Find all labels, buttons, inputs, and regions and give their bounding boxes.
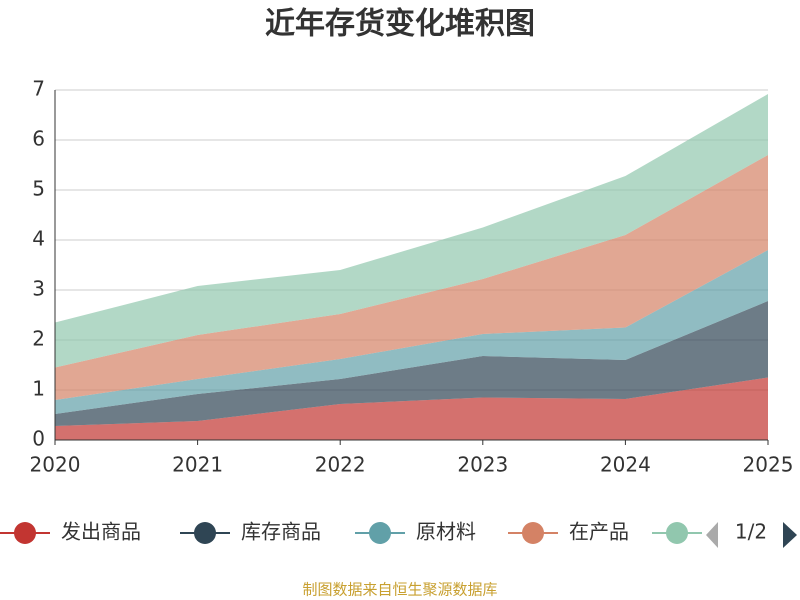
y-tick-label: 0: [32, 427, 45, 451]
legend-icon: [14, 522, 36, 544]
y-tick-label: 7: [32, 77, 45, 101]
y-tick-label: 5: [32, 177, 45, 201]
legend-page: 1/2: [735, 520, 767, 544]
legend-icon: [194, 522, 216, 544]
area: [55, 155, 768, 400]
source: 制图数据来自恒生聚源数据库: [302, 581, 497, 599]
area: [55, 301, 768, 426]
x-tick-label: 2024: [600, 453, 651, 477]
y-tick-label: 3: [32, 277, 45, 301]
chart-title: 近年存货变化堆积图: [265, 7, 535, 42]
y-tick-label: 1: [32, 377, 45, 401]
area: [55, 94, 768, 368]
legend-icon: [522, 522, 544, 544]
legend-label: 库存商品: [241, 520, 321, 544]
legend-icon: [666, 522, 688, 544]
x-tick-label: 2020: [30, 453, 81, 477]
area: [55, 377, 768, 440]
legend-label: 发出商品: [61, 520, 141, 544]
area: [55, 250, 768, 414]
x-tick-label: 2023: [457, 453, 508, 477]
x-tick-label: 2022: [315, 453, 366, 477]
y-tick-label: 6: [32, 127, 45, 151]
legend-next[interactable]: [783, 522, 797, 548]
legend-label: 原材料: [416, 520, 476, 544]
y-tick-label: 2: [32, 327, 45, 351]
legend-prev[interactable]: [706, 522, 718, 548]
x-tick-label: 2021: [172, 453, 223, 477]
y-tick-label: 4: [32, 227, 45, 251]
x-tick-label: 2025: [743, 453, 794, 477]
legend-icon: [369, 522, 391, 544]
legend-label: 在产品: [569, 520, 629, 544]
